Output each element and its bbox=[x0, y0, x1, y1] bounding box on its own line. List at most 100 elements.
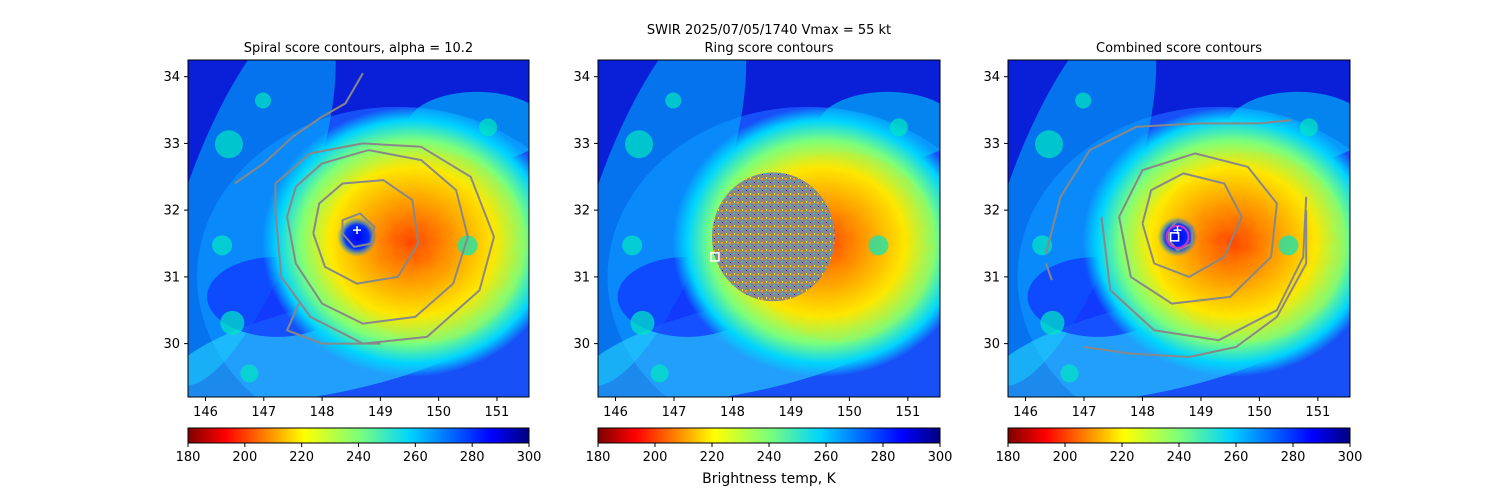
contour-group bbox=[1045, 119, 1308, 358]
colorbar-label-text: Brightness temp, K bbox=[702, 471, 836, 487]
colorbar-tick-label: 300 bbox=[928, 450, 953, 465]
cloud-band bbox=[1008, 60, 1157, 386]
colorbar-tick-label: 180 bbox=[586, 450, 611, 465]
x-tick-label: 150 bbox=[426, 405, 451, 420]
cloud-cell bbox=[1060, 364, 1079, 383]
contour-line bbox=[1100, 196, 1308, 342]
y-tick-label: 32 bbox=[983, 204, 1000, 219]
contour-line bbox=[341, 212, 376, 248]
x-tick-label: 146 bbox=[603, 405, 628, 420]
cloud-cell bbox=[1075, 92, 1092, 109]
contour-line bbox=[312, 179, 420, 285]
colorbar-tick-label: 200 bbox=[232, 450, 257, 465]
contour-group bbox=[234, 72, 495, 345]
colorbar-tick-label: 240 bbox=[757, 450, 782, 465]
contour-line bbox=[1045, 263, 1053, 281]
cloud-band bbox=[188, 60, 336, 386]
y-tick-label: 30 bbox=[983, 337, 1000, 352]
x-tick-label: 146 bbox=[193, 405, 218, 420]
contour-line bbox=[1141, 172, 1243, 278]
colorbar-tick-label: 220 bbox=[289, 450, 314, 465]
panel-1: Spiral score contours, alpha = 10.2 146 14… bbox=[163, 41, 542, 465]
storm-eye bbox=[337, 216, 378, 257]
x-tick-label: 147 bbox=[662, 405, 687, 420]
cloud-cell bbox=[1040, 310, 1065, 335]
cloud-cell bbox=[625, 130, 654, 159]
colorbar-tick-label: 300 bbox=[517, 450, 542, 465]
colorbar-tick-label: 180 bbox=[176, 450, 201, 465]
x-tick-label: 151 bbox=[895, 405, 920, 420]
x-tick-label: 148 bbox=[310, 405, 335, 420]
y-tick-label: 31 bbox=[163, 270, 180, 285]
cloud-cell bbox=[255, 92, 272, 109]
colorbar-tick-label: 220 bbox=[700, 450, 725, 465]
x-tick-label: 150 bbox=[1247, 405, 1272, 420]
colorbar-tick-label: 220 bbox=[1110, 450, 1135, 465]
x-tick-label: 146 bbox=[1013, 405, 1038, 420]
x-tick-label: 151 bbox=[1305, 405, 1330, 420]
satellite-image bbox=[1008, 60, 1350, 397]
cloud-cell bbox=[220, 310, 245, 335]
cloud-cell bbox=[889, 118, 908, 137]
cloud-cell bbox=[630, 310, 655, 335]
contour-line bbox=[274, 142, 495, 345]
y-tick-label: 34 bbox=[573, 70, 590, 85]
colorbar-tick-label: 260 bbox=[1224, 450, 1249, 465]
cloud-cell bbox=[479, 118, 498, 137]
cloud-band bbox=[598, 60, 747, 386]
square-marker bbox=[710, 252, 720, 262]
x-tick-label: 149 bbox=[1189, 405, 1214, 420]
y-tick-label: 33 bbox=[573, 137, 590, 152]
cloud-cell bbox=[1278, 235, 1299, 256]
colorbar bbox=[1007, 427, 1351, 444]
storm-core-texture bbox=[1157, 151, 1348, 342]
satellite-image bbox=[188, 60, 529, 397]
cloud-cell bbox=[1299, 118, 1318, 137]
suptitle-line: SWIR 2025/07/05/1740 Vmax = 55 kt bbox=[646, 23, 892, 38]
colorbar bbox=[597, 427, 941, 444]
cloud-cell bbox=[1035, 130, 1064, 159]
cloud-cell bbox=[650, 364, 669, 383]
cloud-cell bbox=[868, 235, 889, 256]
x-tick-label: 149 bbox=[779, 405, 804, 420]
y-tick-label: 30 bbox=[573, 337, 590, 352]
cloud-cell bbox=[212, 235, 233, 256]
eye-ring-contour bbox=[1165, 224, 1190, 249]
ring-score-contours bbox=[712, 172, 835, 302]
colorbar-tick-label: 280 bbox=[460, 450, 485, 465]
y-tick-label: 33 bbox=[983, 137, 1000, 152]
colorbar-tick-label: 260 bbox=[814, 450, 839, 465]
y-tick-label: 30 bbox=[163, 337, 180, 352]
x-tick-label: 151 bbox=[485, 405, 510, 420]
x-tick-label: 147 bbox=[251, 405, 276, 420]
panel-title: Ring score contours bbox=[704, 41, 833, 56]
contour-line bbox=[1118, 152, 1278, 305]
axes-frame bbox=[187, 59, 530, 398]
cloud-cell bbox=[240, 364, 259, 383]
colorbar-tick-label: 200 bbox=[1053, 450, 1078, 465]
y-tick-label: 32 bbox=[163, 204, 180, 219]
x-tick-label: 147 bbox=[1072, 405, 1097, 420]
cloud-cell bbox=[665, 92, 682, 109]
colorbar bbox=[187, 427, 530, 444]
axes-frame bbox=[597, 59, 941, 398]
colorbar-label: Brightness temp, K bbox=[598, 471, 940, 487]
colorbar-tick-label: 300 bbox=[1338, 450, 1363, 465]
storm-eye bbox=[1157, 216, 1198, 257]
panel-3: Combined score contours 146 147 148 149 150 15… bbox=[983, 41, 1363, 465]
colorbar-tick-label: 200 bbox=[643, 450, 668, 465]
x-tick-label: 149 bbox=[368, 405, 393, 420]
y-tick-label: 32 bbox=[573, 204, 590, 219]
y-tick-label: 34 bbox=[983, 70, 1000, 85]
colorbar-tick-label: 260 bbox=[403, 450, 428, 465]
panel-2: Ring score contours 146 147 148 149 150 151 30 3… bbox=[573, 41, 953, 465]
contour-line bbox=[286, 303, 381, 345]
panel-title: Spiral score contours, alpha = 10.2 bbox=[244, 41, 473, 56]
y-tick-label: 31 bbox=[573, 270, 590, 285]
cloud-cell bbox=[214, 130, 243, 159]
contour-line bbox=[1083, 210, 1308, 358]
plus-marker bbox=[353, 226, 362, 235]
satellite-image bbox=[598, 60, 940, 397]
colorbar-tick-label: 240 bbox=[1167, 450, 1192, 465]
